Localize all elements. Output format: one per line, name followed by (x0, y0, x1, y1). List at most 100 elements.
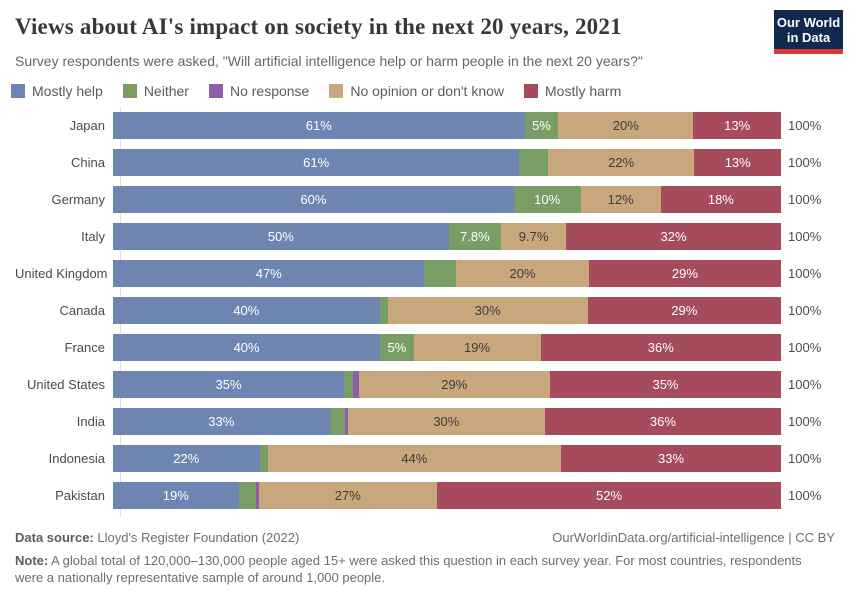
stacked-bar-chart: Japan 61% 5% 20% 13% 100% China 61% 22% 13% 100% Ge… (15, 112, 821, 519)
bar-segment-neither[interactable] (424, 260, 457, 287)
footer: Data source: Lloyd's Register Foundation… (15, 530, 835, 545)
bar-segment-no-response[interactable] (353, 371, 359, 398)
segment-value-label: 13% (724, 155, 751, 170)
segment-value-label: 22% (173, 451, 200, 466)
bar-segment-no-opinion[interactable]: 29% (358, 371, 550, 398)
note-label: Note: (15, 553, 49, 568)
bar-segment-mostly-harm[interactable]: 36% (544, 408, 782, 435)
legend-item-mostly-harm: Mostly harm (524, 83, 621, 99)
total-percent-label: 100% (788, 266, 822, 281)
total-percent-label: 100% (788, 451, 822, 466)
bar-segment-no-response[interactable] (344, 408, 348, 435)
legend-item-no-opinion: No opinion or don't know (329, 83, 504, 99)
bar-segment-mostly-help[interactable]: 61% (113, 149, 520, 176)
segment-value-label: 18% (707, 192, 734, 207)
bar-segment-neither[interactable]: 5% (524, 112, 559, 139)
bar-segment-mostly-help[interactable]: 40% (113, 297, 380, 324)
bar-segment-mostly-help[interactable]: 47% (113, 260, 425, 287)
total-percent-label: 100% (788, 488, 822, 503)
country-label: Germany (51, 192, 105, 207)
legend-item-label: Mostly help (32, 83, 103, 99)
bar-segment-mostly-help[interactable]: 33% (113, 408, 330, 435)
bar-segment-neither[interactable]: 5% (380, 334, 414, 361)
bar-segment-no-opinion[interactable]: 9.7% (501, 223, 567, 250)
stacked-bar: 35% 29% 35% (113, 371, 781, 398)
bar-segment-mostly-harm[interactable]: 18% (660, 186, 781, 213)
segment-value-label: 61% (303, 155, 330, 170)
bar-segment-neither[interactable] (238, 482, 256, 509)
owid-logo: Our World in Data (774, 10, 843, 54)
bar-segment-mostly-harm[interactable]: 29% (587, 297, 781, 324)
stacked-bar: 61% 22% 13% (113, 149, 781, 176)
stacked-bar: 60% 10% 12% 18% (113, 186, 781, 213)
segment-value-label: 12% (607, 192, 634, 207)
stacked-bar: 61% 5% 20% 13% (113, 112, 781, 139)
bar-segment-mostly-harm[interactable]: 35% (549, 371, 781, 398)
bar-segment-mostly-help[interactable]: 61% (113, 112, 525, 139)
bar-segment-no-opinion[interactable]: 19% (413, 334, 541, 361)
bar-segment-mostly-harm[interactable]: 52% (437, 482, 781, 509)
bar-segment-mostly-help[interactable]: 50% (113, 223, 449, 250)
bar-segment-mostly-harm[interactable]: 29% (588, 260, 782, 287)
bar-segment-mostly-help[interactable]: 40% (113, 334, 381, 361)
bar-segment-neither[interactable] (259, 445, 268, 472)
segment-value-label: 5% (532, 118, 551, 133)
segment-value-label: 27% (334, 488, 361, 503)
bar-segment-no-opinion[interactable]: 22% (547, 149, 695, 176)
total-percent-label: 100% (788, 303, 822, 318)
bar-segment-mostly-harm[interactable]: 36% (540, 334, 782, 361)
bar-segment-no-response[interactable] (255, 482, 259, 509)
bar-segment-neither[interactable]: 7.8% (448, 223, 502, 250)
country-label: Canada (59, 303, 105, 318)
bar-segment-no-opinion[interactable]: 12% (580, 186, 661, 213)
datasource-label: Data source: (15, 530, 94, 545)
stacked-bar: 40% 30% 29% (113, 297, 781, 324)
attribution-link[interactable]: OurWorldinData.org/artificial-intelligen… (552, 530, 835, 545)
bar-segment-mostly-harm[interactable]: 13% (694, 149, 781, 176)
segment-value-label: 35% (215, 377, 242, 392)
bar-segment-no-opinion[interactable]: 27% (258, 482, 438, 509)
total-percent-label: 100% (788, 229, 822, 244)
segment-value-label: 9.7% (518, 229, 549, 244)
bar-segment-mostly-harm[interactable]: 33% (561, 445, 781, 472)
total-percent-label: 100% (788, 377, 822, 392)
bar-segment-neither[interactable] (344, 371, 354, 398)
chart-row: United States 35% 29% 35% 100% (15, 371, 821, 398)
segment-value-label: 22% (608, 155, 635, 170)
bar-segment-neither[interactable] (519, 149, 548, 176)
country-label: United States (26, 377, 105, 392)
country-label: Pakistan (55, 488, 105, 503)
chart-row: Canada 40% 30% 29% 100% (15, 297, 821, 324)
bar-segment-no-opinion[interactable]: 30% (387, 297, 588, 324)
bar-segment-no-opinion[interactable]: 20% (456, 260, 589, 287)
bar-segment-mostly-help[interactable]: 60% (113, 186, 514, 213)
legend-item-label: No response (229, 83, 310, 99)
bar-segment-mostly-harm[interactable]: 32% (566, 223, 781, 250)
bar-segment-mostly-harm[interactable]: 13% (693, 112, 781, 139)
legend-swatch-icon (11, 84, 25, 98)
legend-item-label: Mostly harm (545, 83, 622, 99)
bar-segment-no-opinion[interactable]: 44% (267, 445, 561, 472)
bar-segment-no-opinion[interactable]: 20% (558, 112, 694, 139)
stacked-bar: 50% 7.8% 9.7% 32% (113, 223, 781, 250)
total-percent-label: 100% (788, 192, 822, 207)
segment-value-label: 29% (441, 377, 468, 392)
bar-segment-neither[interactable] (379, 297, 388, 324)
country-label: United Kingdom (15, 266, 108, 281)
bar-segment-mostly-help[interactable]: 35% (113, 371, 345, 398)
bar-segment-neither[interactable] (329, 408, 345, 435)
bar-segment-mostly-help[interactable]: 22% (113, 445, 260, 472)
bar-segment-neither[interactable]: 10% (513, 186, 581, 213)
segment-value-label: 40% (233, 340, 260, 355)
stacked-bar: 22% 44% 33% (113, 445, 781, 472)
segment-value-label: 40% (233, 303, 260, 318)
owid-logo-line2: in Data (786, 30, 831, 45)
bar-segment-mostly-help[interactable]: 19% (113, 482, 239, 509)
bar-segment-no-opinion[interactable]: 30% (347, 408, 545, 435)
legend-item-no-response: No response (208, 83, 310, 99)
total-percent-label: 100% (788, 118, 822, 133)
owid-logo-stripe (774, 49, 843, 54)
segment-value-label: 52% (596, 488, 623, 503)
segment-value-label: 32% (660, 229, 687, 244)
